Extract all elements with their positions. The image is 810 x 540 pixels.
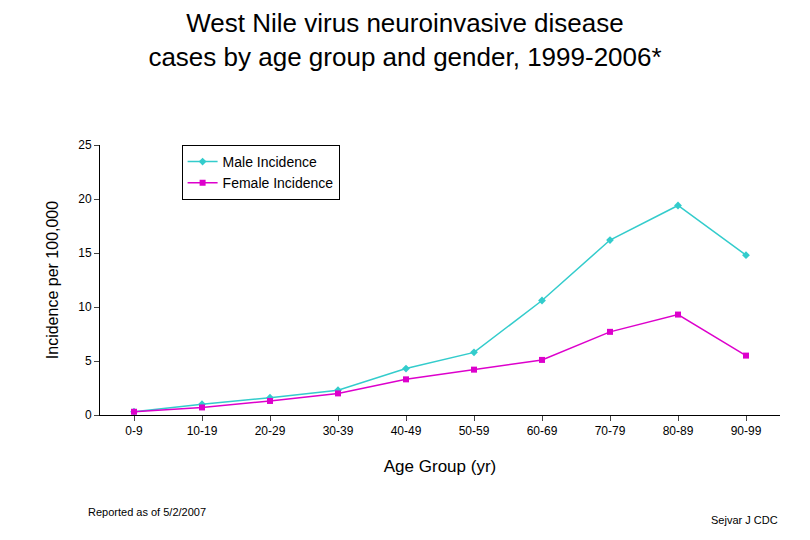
svg-text:20: 20	[78, 192, 92, 206]
svg-text:90-99: 90-99	[731, 424, 762, 438]
svg-text:10-19: 10-19	[187, 424, 218, 438]
svg-text:10: 10	[78, 300, 92, 314]
svg-text:Age Group (yr): Age Group (yr)	[384, 457, 496, 476]
svg-text:Male Incidence: Male Incidence	[223, 154, 317, 170]
svg-text:5: 5	[85, 354, 92, 368]
svg-text:Sejvar J CDC: Sejvar J CDC	[711, 514, 778, 526]
svg-text:0: 0	[85, 408, 92, 422]
svg-text:15: 15	[78, 246, 92, 260]
svg-text:50-59: 50-59	[459, 424, 490, 438]
svg-text:Reported as of 5/2/2007: Reported as of 5/2/2007	[88, 506, 206, 518]
svg-text:0-9: 0-9	[125, 424, 143, 438]
svg-text:Incidence per 100,000: Incidence per 100,000	[44, 201, 61, 359]
svg-text:30-39: 30-39	[323, 424, 354, 438]
svg-text:70-79: 70-79	[595, 424, 626, 438]
svg-text:60-69: 60-69	[527, 424, 558, 438]
svg-text:West Nile virus neuroinvasive: West Nile virus neuroinvasive diseasecas…	[148, 8, 661, 72]
svg-text:Female Incidence: Female Incidence	[223, 175, 334, 191]
svg-text:80-89: 80-89	[663, 424, 694, 438]
svg-text:20-29: 20-29	[255, 424, 286, 438]
svg-text:25: 25	[78, 138, 92, 152]
svg-text:40-49: 40-49	[391, 424, 422, 438]
